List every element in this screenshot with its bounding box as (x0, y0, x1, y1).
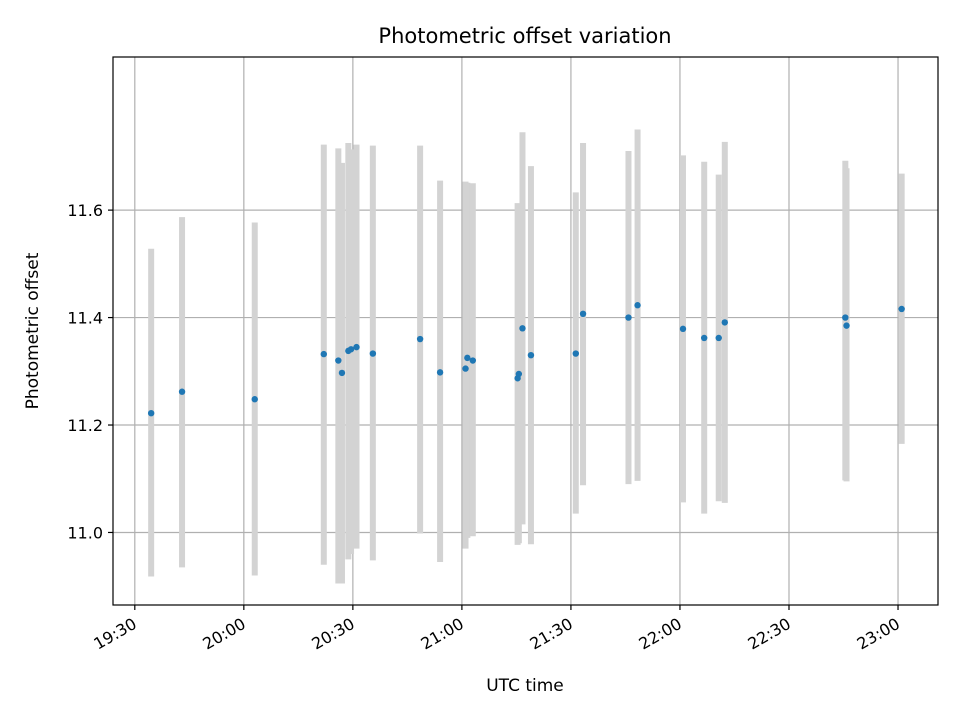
data-points (147, 302, 905, 417)
data-point (251, 396, 258, 403)
data-point (572, 350, 579, 357)
data-point (353, 343, 360, 351)
x-axis-label: UTC time (486, 676, 564, 696)
data-point (842, 314, 849, 321)
grid (113, 57, 938, 605)
data-point (634, 302, 641, 309)
data-point (715, 334, 722, 342)
x-tick-label: 22:00 (636, 614, 685, 654)
x-tick-label: 19:30 (90, 614, 139, 654)
x-tick-label: 20:00 (199, 614, 248, 654)
x-tick-label: 22:30 (745, 614, 794, 654)
x-tick-label: 23:00 (854, 614, 903, 654)
y-axis-ticks: 11.0 11.2 11.4 11.6 (67, 201, 113, 542)
data-point (679, 325, 687, 333)
data-point (338, 369, 346, 377)
data-point (843, 322, 850, 329)
data-point (464, 354, 471, 362)
data-point (436, 369, 444, 376)
y-axis-label: Photometric offset (23, 252, 43, 409)
data-point (527, 351, 535, 359)
data-point (147, 410, 155, 417)
data-point (320, 350, 327, 358)
y-tick-label: 11.0 (67, 523, 103, 542)
x-axis-ticks: 19:30 20:00 20:30 21:00 21:30 22:00 22:30 23:00 (90, 605, 903, 654)
data-point (519, 325, 526, 332)
y-tick-label: 11.4 (67, 309, 103, 328)
data-point (625, 314, 632, 321)
data-point (515, 370, 523, 378)
data-point (898, 305, 905, 313)
y-tick-label: 11.6 (67, 201, 103, 220)
x-tick-label: 20:30 (308, 614, 357, 654)
x-tick-label: 21:00 (417, 614, 466, 654)
data-point (335, 357, 342, 364)
data-point (579, 310, 587, 318)
x-tick-label: 21:30 (526, 614, 575, 654)
y-tick-label: 11.2 (67, 416, 103, 435)
data-point (369, 350, 377, 357)
data-point (416, 335, 424, 343)
chart-title: Photometric offset variation (378, 24, 671, 48)
data-point (462, 365, 469, 372)
plot-frame (112, 56, 939, 606)
data-point (469, 357, 477, 364)
data-point (178, 388, 186, 395)
data-point (700, 334, 708, 342)
data-point (721, 319, 728, 326)
data-point (347, 346, 355, 353)
